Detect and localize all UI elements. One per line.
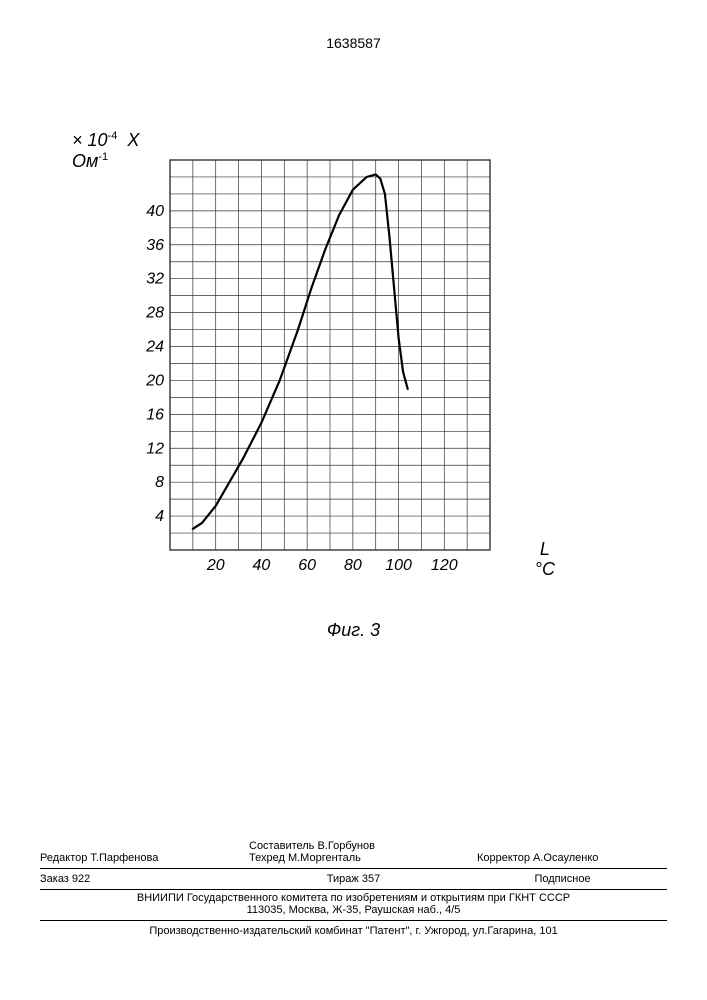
svg-text:8: 8 [155, 474, 164, 491]
footer-publisher: Производственно-издательский комбинат "П… [40, 921, 667, 937]
y-axis-label: × 10-4 X Ом-1 [72, 130, 139, 172]
svg-text:28: 28 [145, 305, 164, 322]
editor: Редактор Т.Парфенова [40, 840, 249, 864]
subscription: Подписное [458, 873, 667, 885]
svg-text:100: 100 [385, 557, 412, 574]
chart-container: × 10-4 X Ом-1 L°C 4812162024283236402040… [120, 150, 500, 590]
svg-text:24: 24 [145, 339, 164, 356]
svg-text:4: 4 [155, 508, 164, 525]
svg-text:120: 120 [431, 557, 458, 574]
document-number: 1638587 [0, 35, 707, 51]
svg-text:80: 80 [344, 557, 362, 574]
x-axis-label: L°C [535, 540, 555, 580]
figure-caption: Фиг. 3 [0, 620, 707, 641]
svg-text:16: 16 [146, 406, 164, 423]
svg-text:20: 20 [145, 372, 164, 389]
footer: Редактор Т.Парфенова Составитель В.Горбу… [40, 840, 667, 937]
compiler-techred: Составитель В.Горбунов Техред М.Моргента… [249, 840, 477, 864]
footer-order: Заказ 922 Тираж 357 Подписное [40, 869, 667, 890]
svg-text:40: 40 [146, 203, 164, 220]
svg-text:12: 12 [146, 440, 164, 457]
svg-text:40: 40 [253, 557, 271, 574]
footer-credits: Редактор Т.Парфенова Составитель В.Горбу… [40, 840, 667, 869]
svg-text:36: 36 [146, 237, 164, 254]
print-run: Тираж 357 [249, 873, 458, 885]
chart-svg: 4 8 12 16 20 24 28 32 36 40 20 40 60 80 100 120 [120, 150, 500, 590]
svg-text:60: 60 [298, 557, 316, 574]
svg-text:32: 32 [146, 271, 164, 288]
svg-text:20: 20 [206, 557, 225, 574]
order-number: Заказ 922 [40, 873, 249, 885]
corrector: Корректор А.Осауленко [477, 840, 667, 864]
footer-address: ВНИИПИ Государственного комитета по изоб… [40, 890, 667, 921]
